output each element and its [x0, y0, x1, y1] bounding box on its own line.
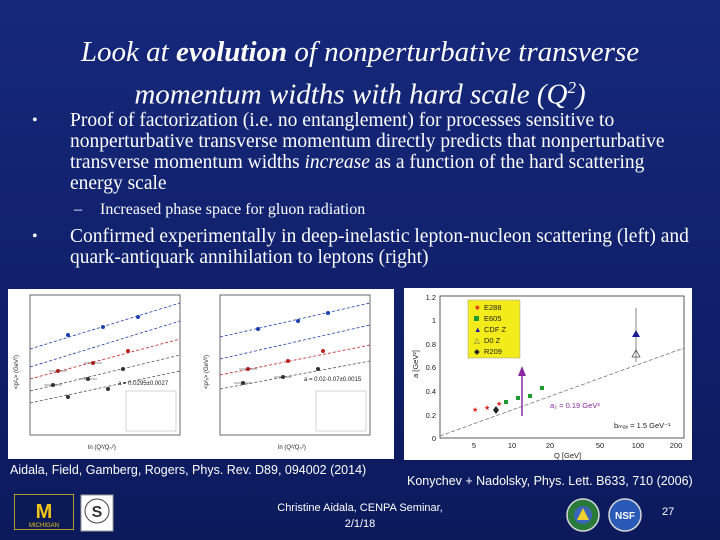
fit-line — [439, 347, 685, 437]
title-mid: of nonperturbative transverse momentum w… — [134, 36, 640, 111]
title-bold: evolution — [175, 36, 288, 68]
xtick: 20 — [546, 441, 554, 450]
ytick: 0.4 — [426, 387, 436, 396]
panel1-xlabel: ln (Q²/Q₀²) — [88, 445, 116, 451]
legend-label: E605 — [484, 314, 502, 323]
left-figure: a = 0.0295±0.0027 a = 0.02-0.07±0.0015 l… — [8, 289, 394, 459]
panel2-ylabel: <p²ₓ> (GeV²) — [204, 355, 210, 389]
slide-title: Look at evolution of nonperturbative tra… — [30, 34, 690, 113]
ytick: 1 — [432, 316, 436, 325]
slide-footer: Christine Aidala, CENPA Seminar, 2/1/18 — [270, 500, 450, 532]
svg-text:★: ★ — [484, 404, 490, 412]
bullet-1-emphasis: increase — [304, 152, 370, 173]
right-x-ticks: 5 10 20 50 100 200 — [472, 441, 682, 450]
left-caption: Aidala, Field, Gamberg, Rogers, Phys. Re… — [10, 463, 367, 477]
michigan-logo: M MICHIGAN — [13, 493, 75, 531]
legend-label: D0 Z — [484, 336, 501, 345]
legend-marker-e605 — [474, 316, 479, 321]
footer-line-1: Christine Aidala, CENPA Seminar, — [277, 502, 443, 514]
right-xlabel: Q [GeV] — [554, 451, 581, 460]
legend-marker-r209: ◆ — [474, 347, 481, 356]
svg-text:★: ★ — [472, 406, 478, 414]
ytick: 1.2 — [426, 293, 436, 302]
legend-marker-e288: ★ — [474, 303, 481, 312]
panel1-fit-label: a = 0.0295±0.0027 — [118, 381, 169, 387]
right-figure-svg: 0 0.2 0.4 0.6 0.8 1 1.2 5 10 20 50 100 2… — [411, 293, 685, 460]
annotation-a2: a₂ = 0.19 GeV² — [550, 401, 600, 410]
svg-text:M: M — [36, 501, 53, 523]
subbullet-1: – Increased phase space for gluon radiat… — [30, 200, 690, 220]
ytick: 0.8 — [426, 340, 436, 349]
xtick: 200 — [670, 441, 683, 450]
legend-entries: ★ E288 E605 ▲ CDF Z △ D0 Z ◆ R209 — [474, 303, 506, 356]
svg-text:★: ★ — [496, 400, 502, 408]
bullet-dot: • — [32, 112, 38, 129]
ytick: 0 — [432, 434, 436, 443]
bullet-2-text: Confirmed experimentally in deep-inelast… — [70, 226, 689, 268]
right-data-points: ★ ★ ★ — [472, 308, 641, 414]
title-sup: 2 — [567, 78, 576, 97]
panel1-frame — [29, 294, 181, 436]
legend-label: R209 — [484, 347, 502, 356]
panel2-frame — [219, 294, 371, 436]
xtick: 50 — [596, 441, 604, 450]
left-figure-svg: a = 0.0295±0.0027 a = 0.02-0.07±0.0015 l… — [14, 294, 371, 451]
panel1-ylabel: <p²ₓ> (GeV²) — [14, 355, 20, 389]
michigan-logo-text: MICHIGAN — [29, 523, 59, 529]
doe-logo — [566, 498, 600, 532]
right-plot-frame — [439, 295, 685, 439]
title-pre: Look at — [80, 36, 176, 68]
seal-logo-text: S — [92, 504, 103, 521]
annotation-bmax: bₘₐₓ = 1.5 GeV⁻¹ — [614, 421, 671, 430]
panel2-xlabel: ln (Q²/Q₀²) — [278, 445, 306, 451]
ytick: 0.6 — [426, 363, 436, 372]
legend-label: E288 — [484, 303, 502, 312]
subbullet-dash: – — [74, 201, 82, 218]
bullet-1: • Proof of factorization (i.e. no entang… — [30, 110, 690, 194]
nsf-logo-text: NSF — [615, 511, 635, 522]
page-number: 27 — [662, 506, 675, 518]
seal-logo: S — [80, 494, 114, 532]
panel2-legend — [315, 390, 367, 432]
legend-marker-d0: △ — [474, 336, 481, 345]
right-figure: 0 0.2 0.4 0.6 0.8 1 1.2 5 10 20 50 100 2… — [404, 288, 692, 460]
xtick: 10 — [508, 441, 516, 450]
title-post: ) — [575, 78, 586, 111]
panel1-legend — [125, 390, 177, 432]
legend-marker-cdf: ▲ — [474, 325, 481, 334]
panel2-fit-label: a = 0.02-0.07±0.0015 — [304, 377, 362, 383]
bullet-2: • Confirmed experimentally in deep-inela… — [30, 226, 690, 268]
xtick: 5 — [472, 441, 476, 450]
bullet-dot: • — [32, 228, 38, 245]
right-y-ticks: 0 0.2 0.4 0.6 0.8 1 1.2 — [426, 293, 436, 443]
right-ylabel: a [GeV²] — [411, 350, 420, 378]
ytick: 0.2 — [426, 411, 436, 420]
subbullet-text: Increased phase space for gluon radiatio… — [100, 201, 366, 218]
arrow-head — [518, 366, 526, 376]
nsf-logo: NSF — [608, 498, 642, 532]
bullet-list: • Proof of factorization (i.e. no entang… — [30, 110, 690, 268]
right-caption: Konychev + Nadolsky, Phys. Lett. B633, 7… — [407, 474, 693, 488]
legend-label: CDF Z — [484, 325, 506, 334]
bullet-1-text: Proof of factorization (i.e. no entangle… — [70, 110, 665, 173]
legend-box — [467, 299, 521, 359]
xtick: 100 — [632, 441, 645, 450]
bullet-1-text-end: as a function of the hard scattering ene… — [70, 152, 645, 194]
footer-line-2: 2/1/18 — [344, 518, 376, 530]
